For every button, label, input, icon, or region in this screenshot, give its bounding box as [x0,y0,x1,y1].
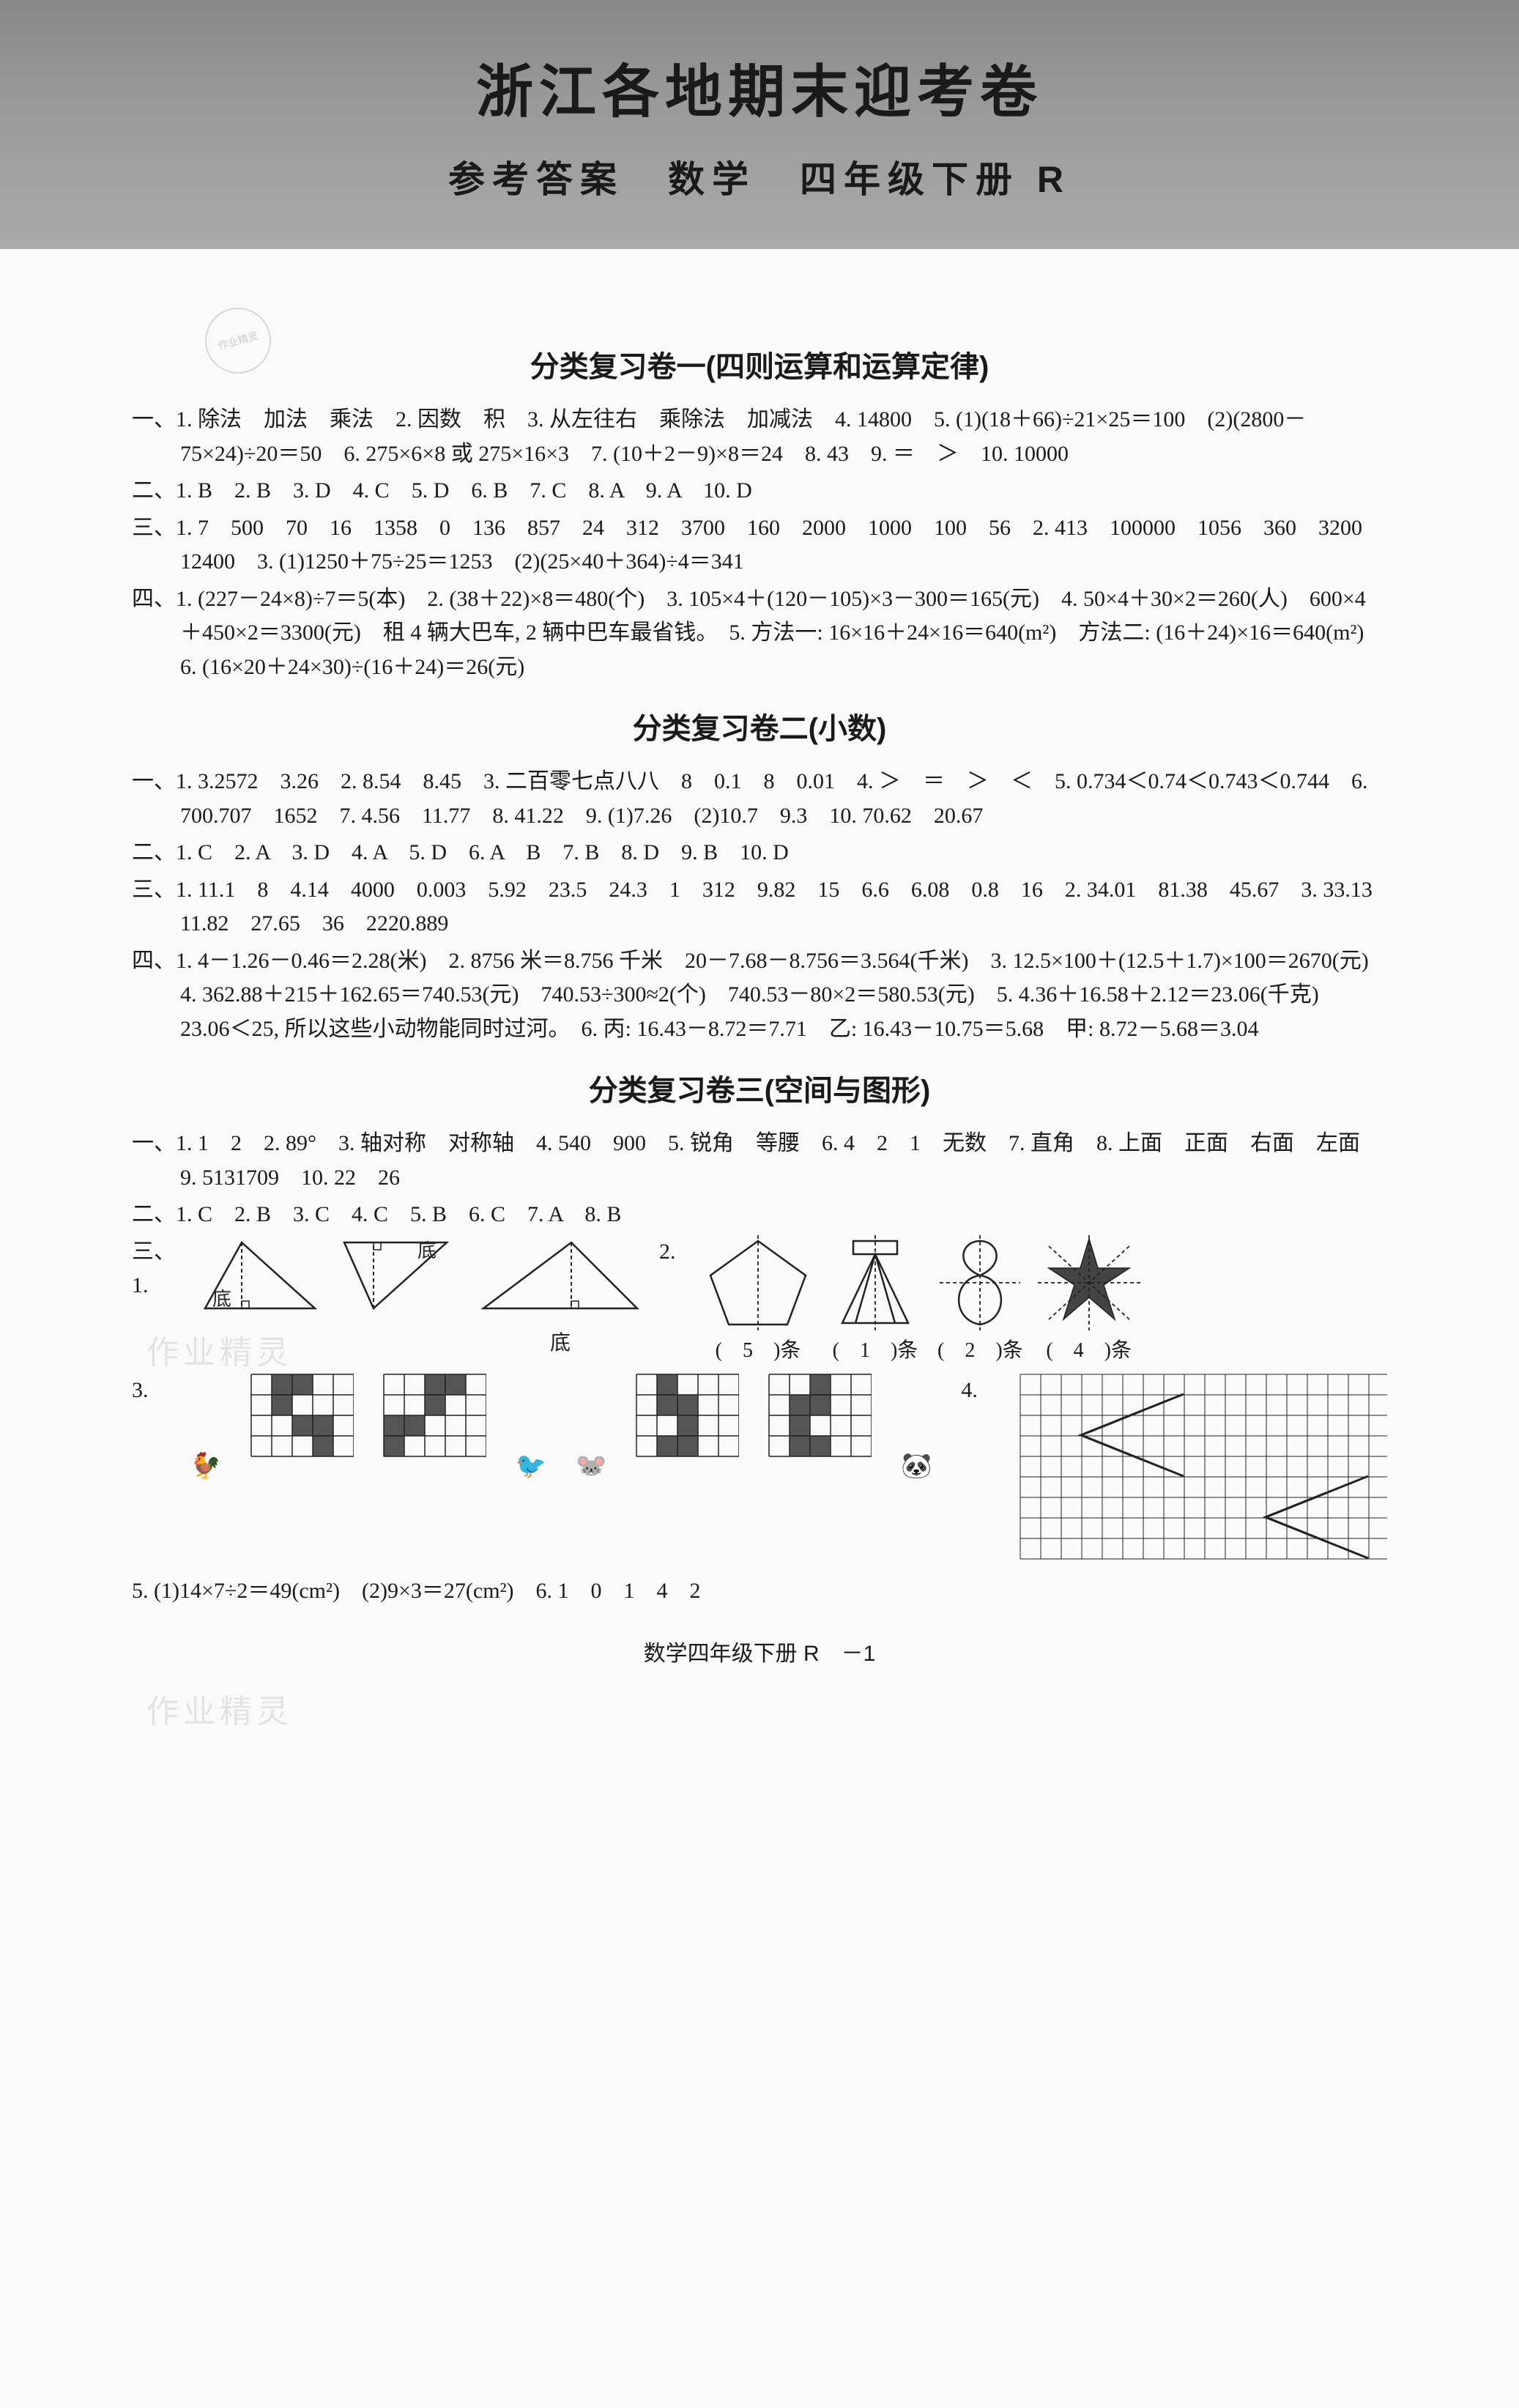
s3-q3-prefix: 三、1. [132,1235,183,1303]
content-area: 分类复习卷一(四则运算和运算定律) 一、1. 除法 加法 乘法 2. 因数 积 … [0,249,1519,1716]
s3-q2-prefix: 2. [659,1235,688,1270]
pentagon-label: ( 5 )条 [716,1335,801,1366]
header-band: 浙江各地期末迎考卷 参考答案 数学 四年级下册 R [0,0,1519,249]
s1-g1: 一、1. 除法 加法 乘法 2. 因数 积 3. 从左往右 乘除法 加减法 4.… [132,403,1387,471]
tower-svg [828,1235,923,1330]
svg-text:底: 底 [212,1289,231,1310]
triangle-2: 底 [337,1235,461,1316]
s3-tail: 5. (1)14×7÷2＝49(cm²) (2)9×3＝27(cm²) 6. 1… [132,1574,1387,1609]
triangle-3-svg [476,1235,645,1323]
gourd-svg [940,1235,1020,1330]
section-title-2: 分类复习卷二(小数) [132,706,1387,752]
pixel-grid-3 [636,1374,739,1457]
pixel-grid-1 [250,1374,354,1457]
panda-icon: 🐼 [901,1448,932,1486]
star-label: ( 4 )条 [1046,1335,1132,1366]
s2-g2: 二、1. C 2. A 3. D 4. A 5. D 6. A B 7. B 8… [132,836,1387,870]
watermark-2: 作业精灵 [146,1685,293,1732]
tower-label: ( 1 )条 [833,1335,918,1366]
mouse-icon: 🐭 [576,1448,606,1486]
s3-g2: 二、1. C 2. B 3. C 4. C 5. B 6. C 7. A 8. … [132,1198,1387,1232]
triangle-1-svg: 底 [198,1235,322,1316]
page-footer: 数学四年级下册 R －1 [132,1637,1387,1672]
svg-text:底: 底 [417,1240,437,1262]
section-title-3: 分类复习卷三(空间与图形) [132,1068,1387,1114]
s1-g2: 二、1. B 2. B 3. D 4. C 5. D 6. B 7. C 8. … [132,474,1387,508]
s2-g1: 一、1. 3.2572 3.26 2. 8.54 8.45 3. 二百零七点八八… [132,765,1387,833]
pentagon-shape: ( 5 )条 [703,1235,813,1366]
rooster-icon: 🐓 [190,1448,221,1486]
pixel-grid-2 [383,1374,486,1457]
triangle-3-label: 底 [550,1327,571,1359]
gourd-shape: ( 2 )条 [937,1235,1023,1366]
section-title-1: 分类复习卷一(四则运算和运算定律) [132,344,1387,390]
watermark-1: 作业精灵 [146,1326,293,1373]
s3-q4-prefix: 4. [961,1374,990,1408]
star-svg [1038,1235,1140,1330]
pentagon-svg [703,1235,813,1330]
s2-g3: 三、1. 11.1 8 4.14 4000 0.003 5.92 23.5 24… [132,873,1387,941]
triangle-1: 底 [198,1235,322,1316]
page-subtitle: 参考答案 数学 四年级下册 R [448,150,1071,203]
page: 浙江各地期末迎考卷 参考答案 数学 四年级下册 R 作业精灵 分类复习卷一(四则… [0,0,1519,2408]
pixel-grid-4 [768,1374,872,1457]
tower-shape: ( 1 )条 [828,1235,923,1366]
bird-icon: 🐦 [516,1448,546,1486]
s3-g1: 一、1. 1 2 2. 89° 3. 轴对称 对称轴 4. 540 900 5.… [132,1127,1387,1195]
triangle-3: 底 [476,1235,645,1359]
gourd-label: ( 2 )条 [937,1335,1023,1366]
big-grid [1020,1374,1387,1560]
triangle-2-svg: 底 [337,1235,461,1316]
s3-q3b-prefix: 3. [132,1374,161,1408]
star-shape: ( 4 )条 [1038,1235,1140,1366]
page-title: 浙江各地期末迎考卷 [476,46,1043,128]
s2-g4: 四、1. 4－1.26－0.46＝2.28(米) 2. 8756 米＝8.756… [132,944,1387,1047]
s3-grid-row: 3. 🐓 🐦 🐭 🐼 4. [132,1374,1387,1560]
s3-q3-row: 三、1. 底 底 [132,1235,1387,1366]
s1-g4: 四、1. (227－24×8)÷7＝5(本) 2. (38＋22)×8＝480(… [132,582,1387,685]
s1-g3: 三、1. 7 500 70 16 1358 0 136 857 24 312 3… [132,511,1387,579]
